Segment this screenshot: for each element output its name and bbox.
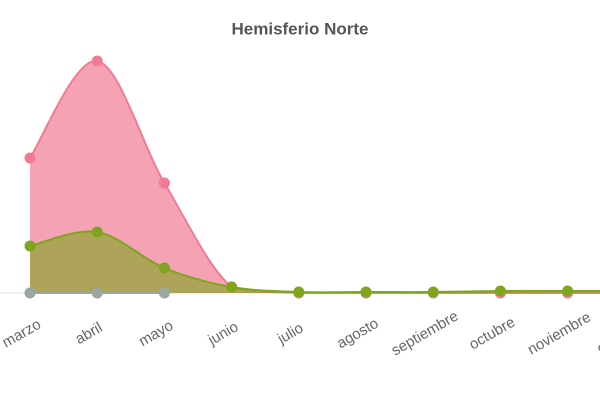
x-tick-label: noviembre xyxy=(525,309,594,359)
point xyxy=(158,262,170,274)
point xyxy=(24,240,36,252)
x-tick-label: octubre xyxy=(466,314,518,354)
area xyxy=(30,231,600,293)
point xyxy=(494,285,506,297)
point xyxy=(158,177,170,189)
area xyxy=(30,60,600,294)
x-tick-label: junio xyxy=(204,318,241,349)
point xyxy=(158,287,170,299)
point xyxy=(24,287,36,299)
point xyxy=(91,226,103,238)
chart-title: Hemisferio Norte xyxy=(232,19,369,38)
x-tick-label: agosto xyxy=(334,315,382,352)
x-tick-label: septiembre xyxy=(389,308,462,360)
x-tick-label: abril xyxy=(72,319,105,348)
point xyxy=(562,285,574,297)
x-tick-label: diciembre xyxy=(594,310,600,357)
x-tick-label: julio xyxy=(274,320,306,349)
point xyxy=(91,287,103,299)
x-tick-label: marzo xyxy=(0,316,44,352)
point xyxy=(24,152,36,164)
point xyxy=(360,286,372,298)
point xyxy=(226,281,238,293)
point xyxy=(427,286,439,298)
point xyxy=(293,286,305,298)
line xyxy=(29,230,600,294)
point xyxy=(91,55,103,67)
x-tick-label: mayo xyxy=(136,317,176,350)
